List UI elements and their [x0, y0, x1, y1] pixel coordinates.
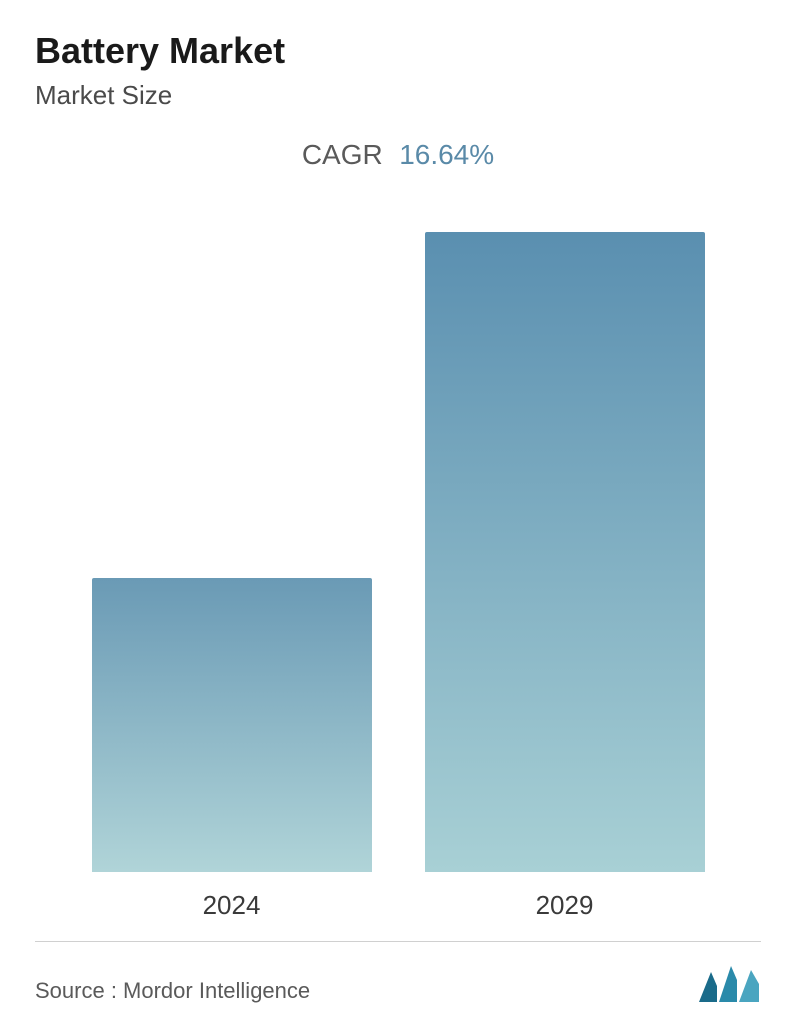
bar-2024 [92, 578, 372, 872]
bar-group-1: 2029 [425, 232, 705, 921]
mordor-logo-icon [697, 962, 761, 1004]
bar-2029 [425, 232, 705, 872]
chart-area: 2024 2029 [35, 221, 761, 921]
bar-group-0: 2024 [92, 578, 372, 921]
bar-label-2029: 2029 [536, 890, 594, 921]
chart-subtitle: Market Size [35, 80, 761, 111]
source-text: Source : Mordor Intelligence [35, 978, 310, 1004]
cagr-label: CAGR [302, 139, 383, 170]
chart-container: Battery Market Market Size CAGR 16.64% 2… [0, 0, 796, 1034]
bar-label-2024: 2024 [203, 890, 261, 921]
cagr-value: 16.64% [399, 139, 494, 170]
chart-title: Battery Market [35, 30, 761, 72]
chart-footer: Source : Mordor Intelligence [35, 941, 761, 1004]
cagr-row: CAGR 16.64% [35, 139, 761, 171]
